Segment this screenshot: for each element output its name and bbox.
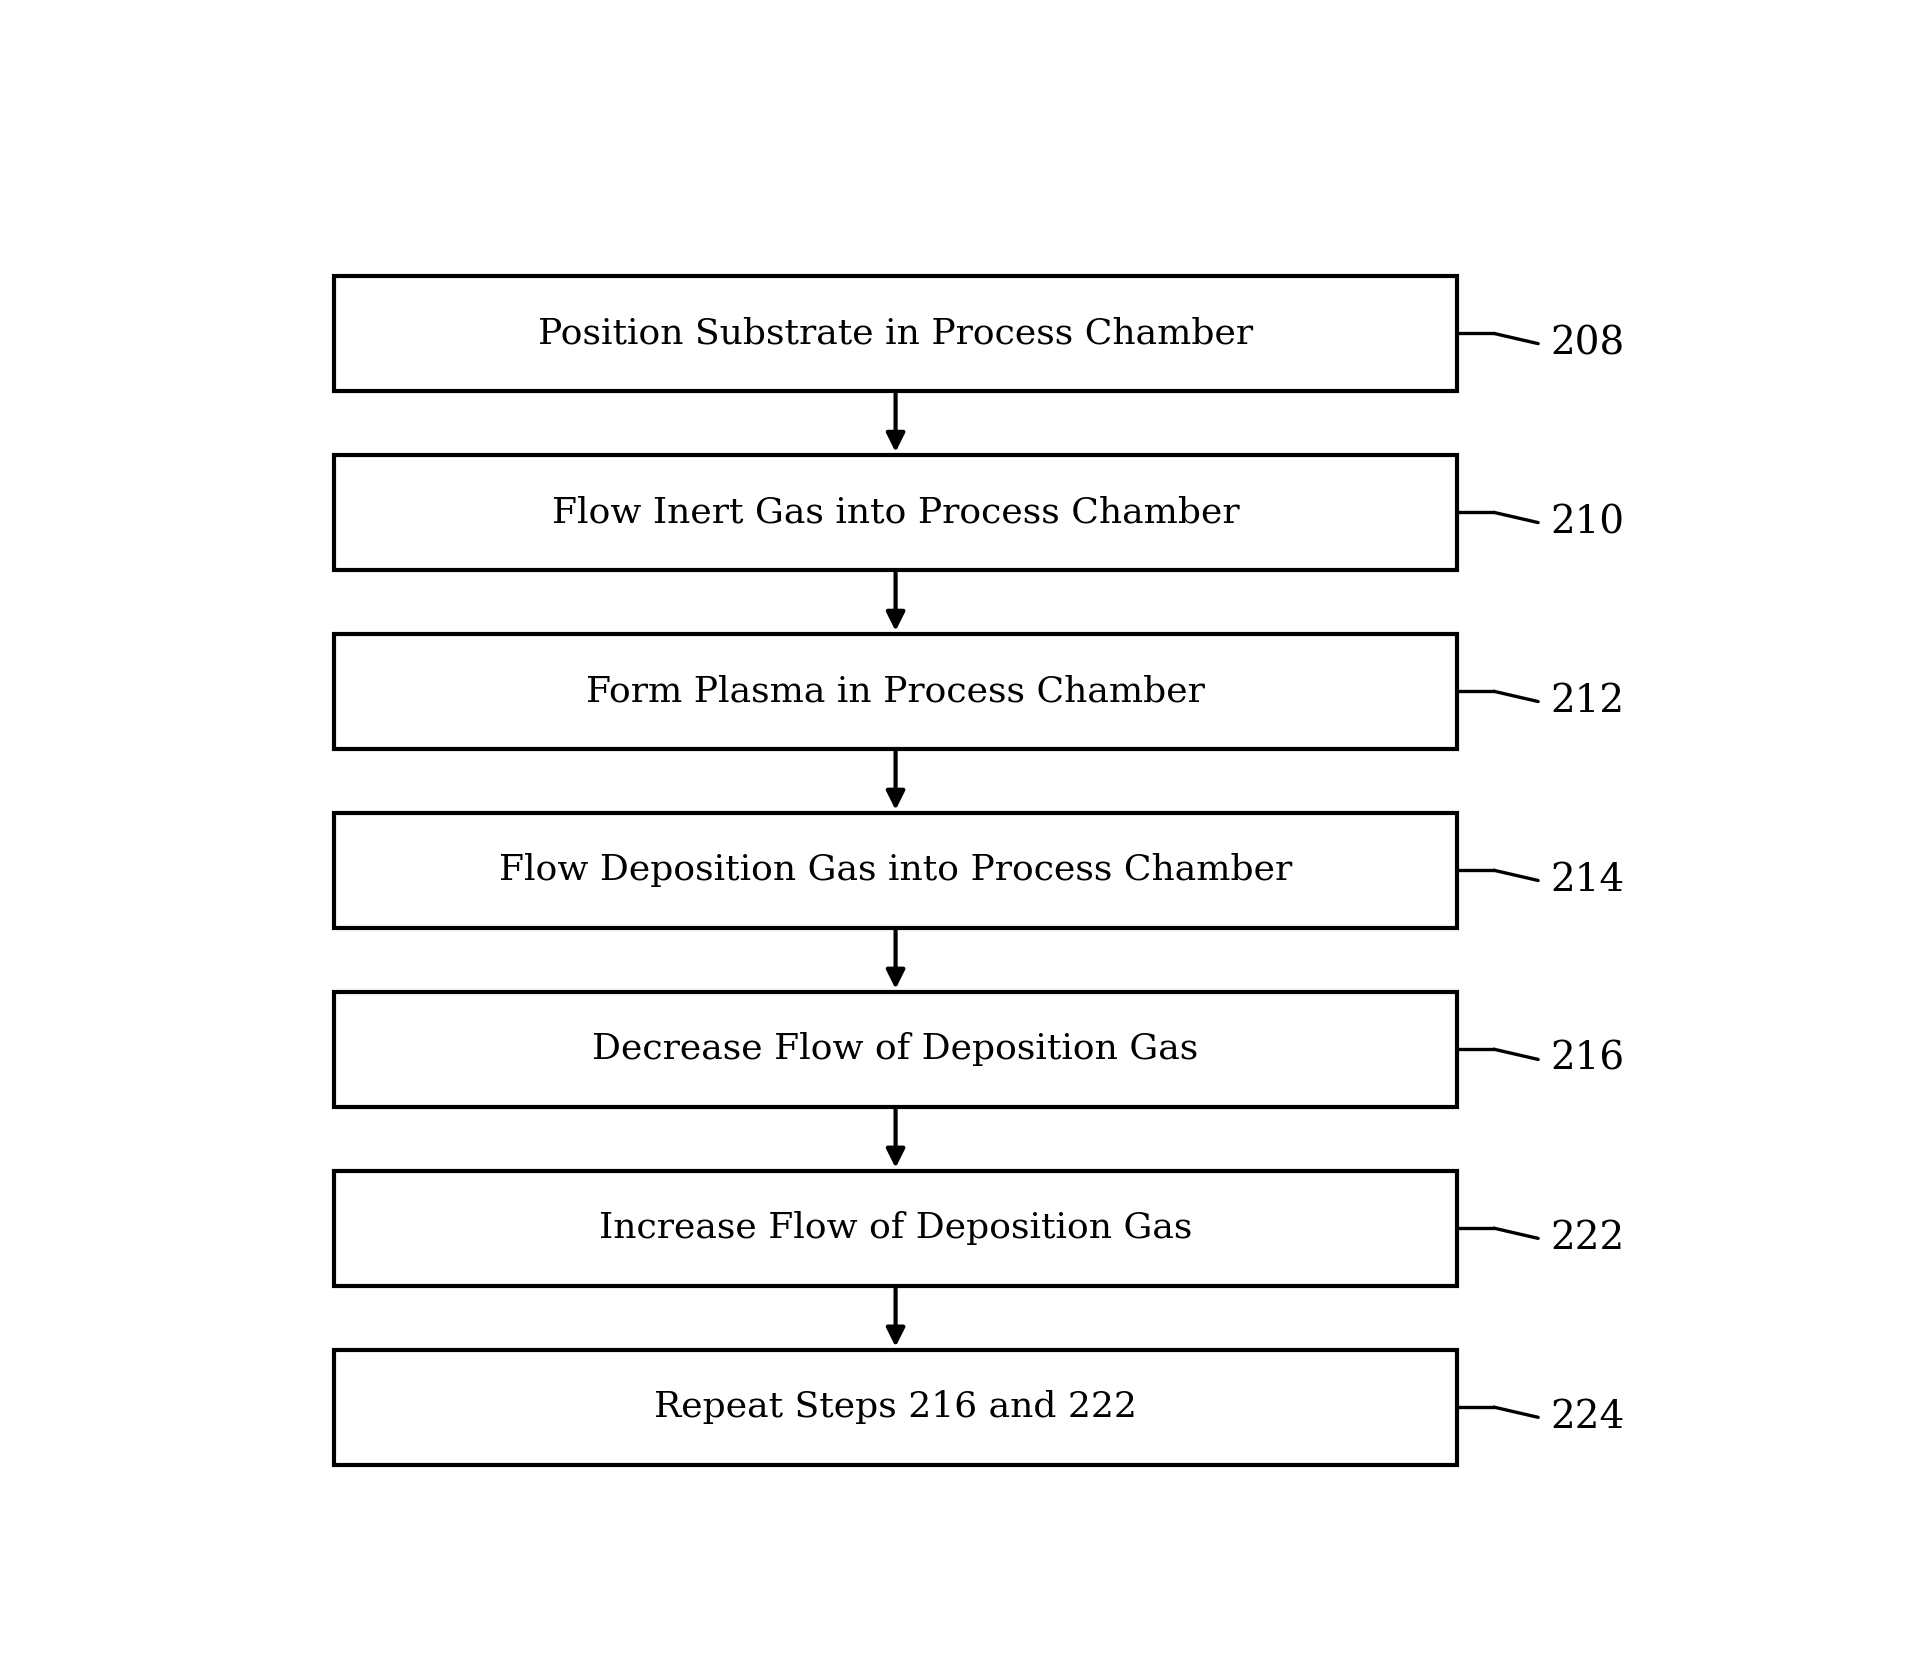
Text: 210: 210 bbox=[1549, 505, 1623, 541]
Text: 222: 222 bbox=[1549, 1220, 1623, 1257]
Text: 212: 212 bbox=[1549, 682, 1623, 720]
Bar bbox=[333, 991, 1455, 1107]
Text: Flow Deposition Gas into Process Chamber: Flow Deposition Gas into Process Chamber bbox=[499, 853, 1292, 886]
Text: Repeat Steps 216 and 222: Repeat Steps 216 and 222 bbox=[653, 1389, 1137, 1424]
Text: 214: 214 bbox=[1549, 862, 1623, 900]
Text: 208: 208 bbox=[1549, 325, 1623, 362]
Text: Flow Inert Gas into Process Chamber: Flow Inert Gas into Process Chamber bbox=[551, 495, 1238, 530]
Text: 224: 224 bbox=[1549, 1399, 1623, 1436]
Text: Decrease Flow of Deposition Gas: Decrease Flow of Deposition Gas bbox=[592, 1033, 1198, 1066]
Bar bbox=[333, 813, 1455, 928]
Text: Increase Flow of Deposition Gas: Increase Flow of Deposition Gas bbox=[598, 1212, 1193, 1245]
Bar bbox=[333, 276, 1455, 390]
Text: Form Plasma in Process Chamber: Form Plasma in Process Chamber bbox=[587, 674, 1204, 709]
Bar bbox=[333, 1350, 1455, 1464]
Bar bbox=[333, 634, 1455, 749]
Bar bbox=[333, 1170, 1455, 1285]
Text: Position Substrate in Process Chamber: Position Substrate in Process Chamber bbox=[537, 317, 1252, 350]
Bar bbox=[333, 455, 1455, 569]
Text: 216: 216 bbox=[1549, 1041, 1623, 1077]
